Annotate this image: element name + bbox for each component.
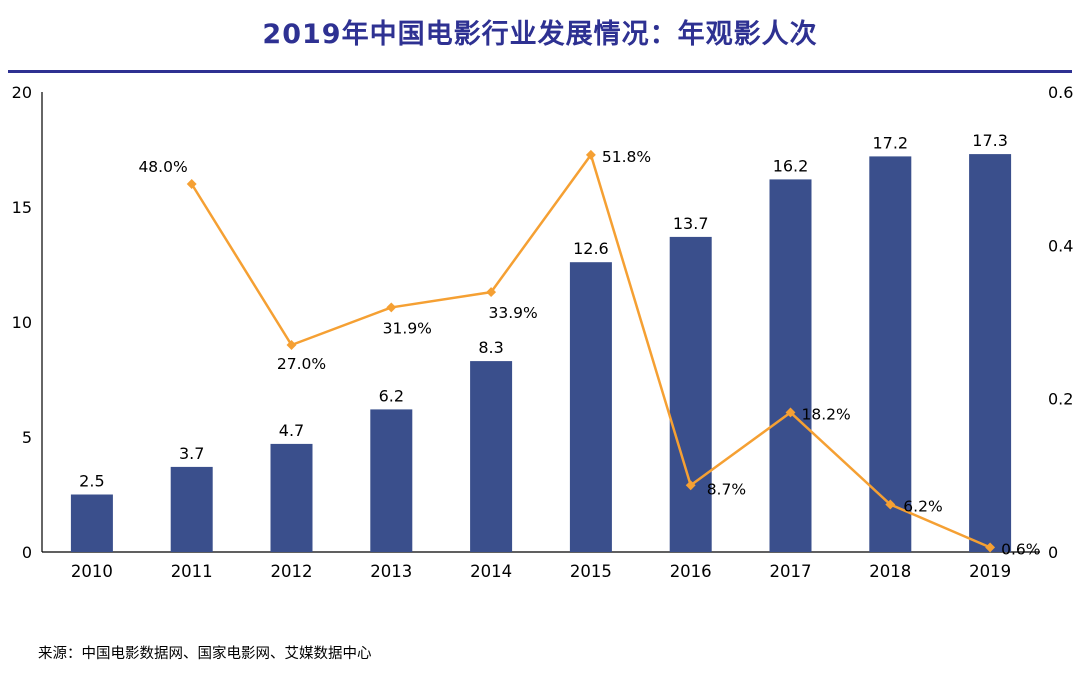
- bar-value-label: 17.3: [972, 131, 1008, 150]
- bar-2018: [869, 156, 912, 552]
- bar-value-label: 12.6: [573, 239, 609, 258]
- line-value-label: 31.9%: [383, 319, 432, 337]
- right-axis-tick-label: 0.6: [1048, 83, 1073, 102]
- left-axis-tick-label: 0: [22, 543, 32, 562]
- x-axis-category-label: 2019: [969, 562, 1011, 581]
- x-axis-category-label: 2014: [470, 562, 512, 581]
- x-axis-category-label: 2017: [770, 562, 812, 581]
- right-axis-tick-label: 0.4: [1048, 236, 1073, 255]
- bar-2010: [70, 494, 113, 552]
- left-axis-tick-label: 5: [22, 428, 32, 447]
- x-axis-category-label: 2012: [271, 562, 313, 581]
- left-axis-tick-label: 20: [12, 83, 32, 102]
- line-marker: [386, 302, 397, 313]
- bar-2019: [969, 154, 1012, 552]
- bar-value-label: 17.2: [872, 133, 908, 152]
- x-axis-category-label: 2013: [370, 562, 412, 581]
- line-value-label: 51.8%: [602, 148, 651, 166]
- attendance-combo-chart: 0 5 10 15 20 0 0.2 0.4 0.6 2010 2011 2012 2013 2014 20…: [12, 83, 1074, 581]
- x-axis-category-label: 2010: [71, 562, 113, 581]
- title-divider: [8, 70, 1072, 73]
- line-marker: [785, 407, 796, 418]
- bar-value-label: 3.7: [179, 444, 204, 463]
- bar-2012: [270, 443, 313, 552]
- bar-value-label: 8.3: [478, 338, 503, 357]
- line-marker: [186, 179, 197, 189]
- left-axis-tick-label: 15: [12, 198, 32, 217]
- line-value-label: 8.7%: [707, 480, 746, 498]
- x-axis-category-label: 2011: [171, 562, 213, 581]
- right-axis-tick-label: 0.2: [1048, 390, 1073, 409]
- bar-2011: [170, 466, 213, 552]
- line-marker: [585, 149, 596, 160]
- bar-2014: [470, 361, 513, 552]
- line-value-label: 48.0%: [138, 158, 187, 176]
- right-axis-tick-label: 0: [1048, 543, 1058, 562]
- line-value-label: 33.9%: [488, 304, 537, 322]
- bar-value-label: 13.7: [673, 214, 709, 233]
- source-note: 来源：中国电影数据网、国家电影网、艾媒数据中心: [38, 646, 372, 662]
- bar-2015: [569, 262, 612, 552]
- x-axis-category-label: 2018: [869, 562, 911, 581]
- line-value-label: 18.2%: [802, 405, 851, 423]
- bar-value-label: 6.2: [379, 386, 404, 405]
- bar-value-label: 16.2: [773, 156, 809, 175]
- line-value-label: 0.6%: [1001, 540, 1040, 558]
- line-value-label: 6.2%: [903, 497, 942, 515]
- bar-2016: [669, 236, 712, 552]
- bar-value-label: 4.7: [279, 421, 304, 440]
- line-marker: [685, 480, 696, 491]
- chart-title: 2019年中国电影行业发展情况：年观影人次: [262, 19, 818, 50]
- line-marker: [985, 542, 996, 553]
- chart-area: 0 5 10 15 20 0 0.2 0.4 0.6 2010 2011 2012 2013 2014 20…: [0, 78, 1080, 598]
- x-axis-category-label: 2015: [570, 562, 612, 581]
- line-value-label: 27.0%: [277, 355, 326, 373]
- bar-2013: [370, 409, 413, 552]
- x-axis-category-label: 2016: [670, 562, 712, 581]
- line-marker: [286, 340, 297, 350]
- line-marker: [885, 499, 896, 510]
- left-axis-tick-label: 10: [12, 313, 32, 332]
- bar-2017: [769, 179, 812, 552]
- bar-value-label: 2.5: [79, 472, 104, 491]
